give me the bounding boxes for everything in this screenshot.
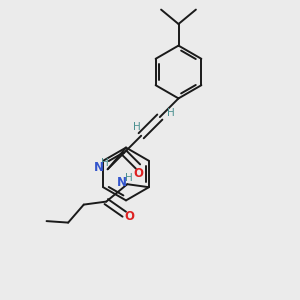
Text: O: O bbox=[133, 167, 143, 180]
Text: O: O bbox=[125, 210, 135, 223]
Text: N: N bbox=[94, 161, 103, 174]
Text: H: H bbox=[101, 158, 109, 168]
Text: H: H bbox=[124, 172, 132, 183]
Text: N: N bbox=[117, 176, 127, 189]
Text: H: H bbox=[167, 108, 175, 118]
Text: H: H bbox=[133, 122, 141, 132]
